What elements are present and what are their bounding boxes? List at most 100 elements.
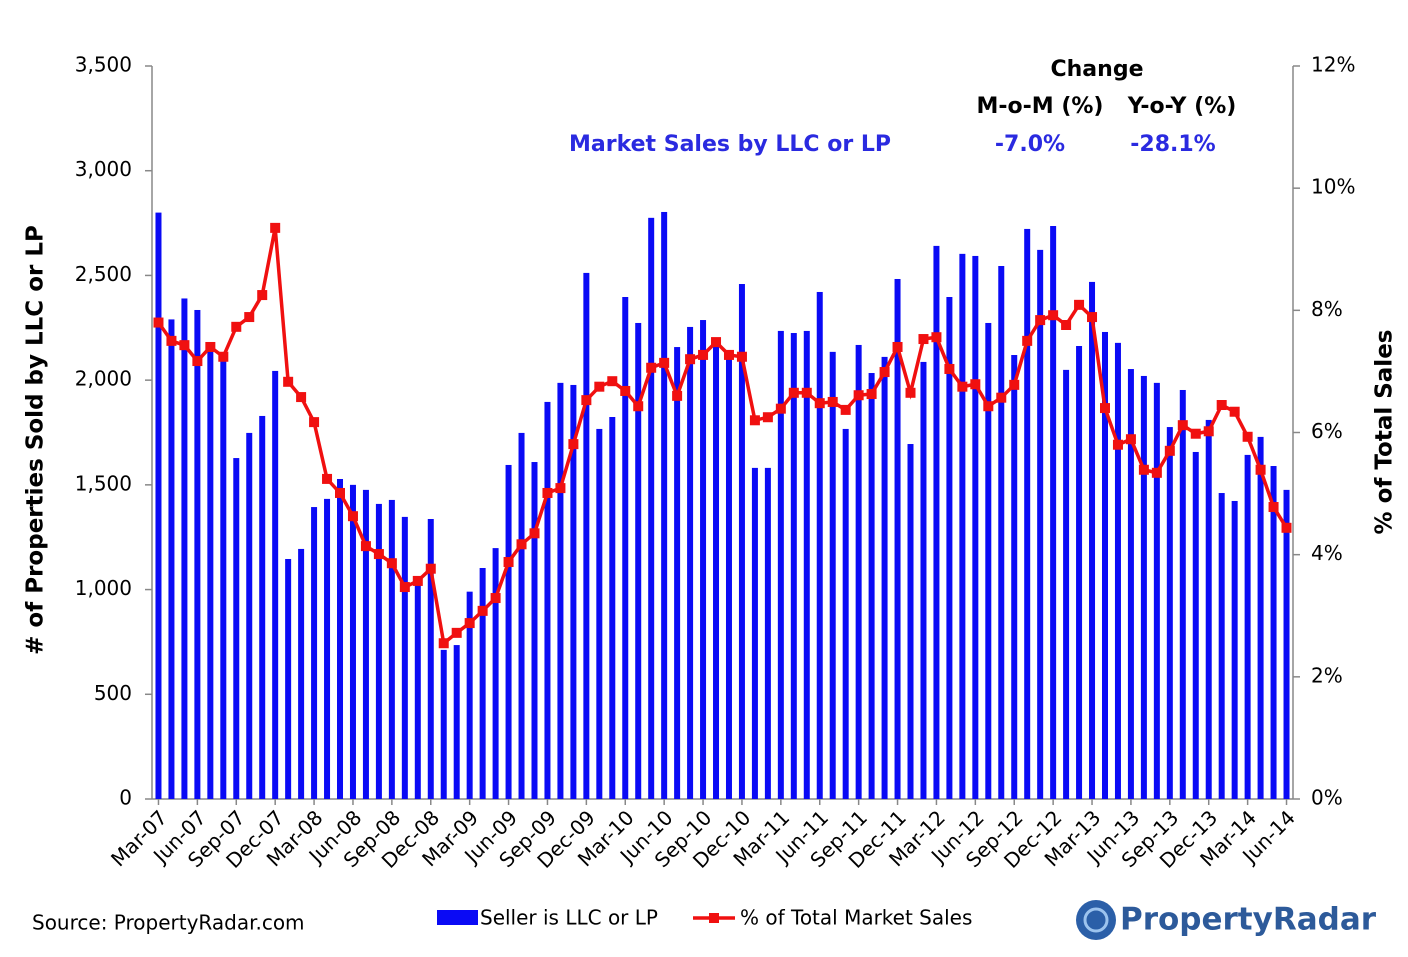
bar: [557, 382, 564, 799]
line-marker: [931, 332, 942, 343]
bar: [440, 649, 447, 799]
line-marker: [866, 389, 877, 400]
line-marker: [335, 487, 346, 498]
bar: [401, 516, 408, 799]
bar: [544, 401, 551, 799]
bar: [1076, 346, 1083, 799]
line-marker: [1009, 379, 1020, 390]
bar: [246, 432, 253, 799]
bar: [596, 428, 603, 799]
bar: [518, 432, 525, 799]
bar: [1011, 355, 1018, 799]
bar: [181, 298, 188, 799]
line-marker: [672, 390, 683, 401]
bar: [1153, 382, 1160, 799]
bar: [751, 467, 758, 799]
bar: [622, 296, 629, 799]
line-marker: [490, 593, 501, 604]
y2-tick-label: 10%: [1311, 175, 1355, 199]
line-marker: [659, 357, 670, 368]
bar: [1179, 389, 1186, 799]
bar: [220, 352, 227, 799]
line-marker: [698, 349, 709, 360]
line-marker: [1099, 403, 1110, 414]
line-marker: [620, 385, 631, 396]
line-marker: [1022, 335, 1033, 346]
annotation: -28.1%: [1130, 132, 1215, 157]
line-marker: [1216, 400, 1227, 411]
bar: [687, 326, 694, 799]
bar: [1063, 369, 1070, 799]
line-marker: [373, 549, 384, 560]
bar: [531, 462, 538, 799]
y-tick-label: 0: [119, 786, 132, 810]
y-tick-label: 2,000: [75, 367, 132, 391]
line-marker: [309, 417, 320, 428]
bar: [1101, 331, 1108, 799]
bar: [1127, 369, 1134, 799]
line-marker: [516, 539, 527, 550]
bar: [803, 330, 810, 799]
bar: [998, 266, 1005, 799]
line-marker: [166, 335, 177, 346]
bar: [635, 322, 642, 799]
line-marker: [1190, 428, 1201, 439]
line-marker: [555, 483, 566, 494]
bar: [1140, 375, 1147, 799]
legend-label: % of Total Market Sales: [740, 906, 972, 930]
bar: [777, 330, 784, 799]
y2-tick-label: 12%: [1311, 53, 1355, 77]
bar: [700, 320, 707, 799]
line-marker: [529, 528, 540, 539]
logo-icon: [1076, 900, 1116, 940]
bar: [466, 591, 473, 799]
bar: [207, 350, 214, 799]
y2-tick-label: 6%: [1311, 419, 1343, 443]
line-marker: [283, 376, 294, 387]
bar: [479, 568, 486, 799]
line-marker: [503, 556, 514, 567]
bar: [362, 489, 369, 799]
line-marker: [594, 381, 605, 392]
bar: [661, 211, 668, 800]
bar: [1283, 489, 1290, 799]
bar: [1244, 454, 1251, 799]
line-marker: [879, 367, 890, 378]
line-marker: [996, 392, 1007, 403]
bar: [816, 291, 823, 799]
y-tick-label: 1,500: [75, 471, 132, 495]
bar: [725, 351, 732, 799]
line-marker: [1048, 310, 1059, 321]
line-marker: [153, 317, 164, 328]
line-marker: [296, 392, 307, 403]
bar: [233, 458, 240, 799]
y2-tick-label: 4%: [1311, 541, 1343, 565]
line-marker: [1061, 319, 1072, 330]
bar: [1050, 226, 1057, 800]
bar: [959, 253, 966, 799]
line-marker: [399, 582, 410, 593]
y2-axis-title: % of Total Sales: [1372, 330, 1398, 535]
line-marker: [257, 290, 268, 301]
bar: [492, 548, 499, 799]
bar: [194, 309, 201, 799]
bar: [674, 347, 681, 799]
line-marker: [568, 439, 579, 450]
bar: [1270, 466, 1277, 799]
line-marker: [646, 362, 657, 373]
bar: [311, 507, 318, 799]
bar: [920, 361, 927, 799]
bar: [842, 428, 849, 799]
line-marker: [736, 351, 747, 362]
line-marker: [1229, 406, 1240, 417]
bar: [1192, 451, 1199, 799]
y-axis-title: # of Properties Sold by LLC or LP: [23, 225, 49, 655]
annotation: M-o-M (%): [977, 94, 1104, 119]
y-tick-label: 2,500: [75, 262, 132, 286]
line-marker: [983, 401, 994, 412]
line-marker: [762, 412, 773, 423]
bar: [1024, 228, 1031, 799]
line-marker: [1074, 299, 1085, 310]
bar: [764, 467, 771, 799]
line-marker: [477, 605, 488, 616]
